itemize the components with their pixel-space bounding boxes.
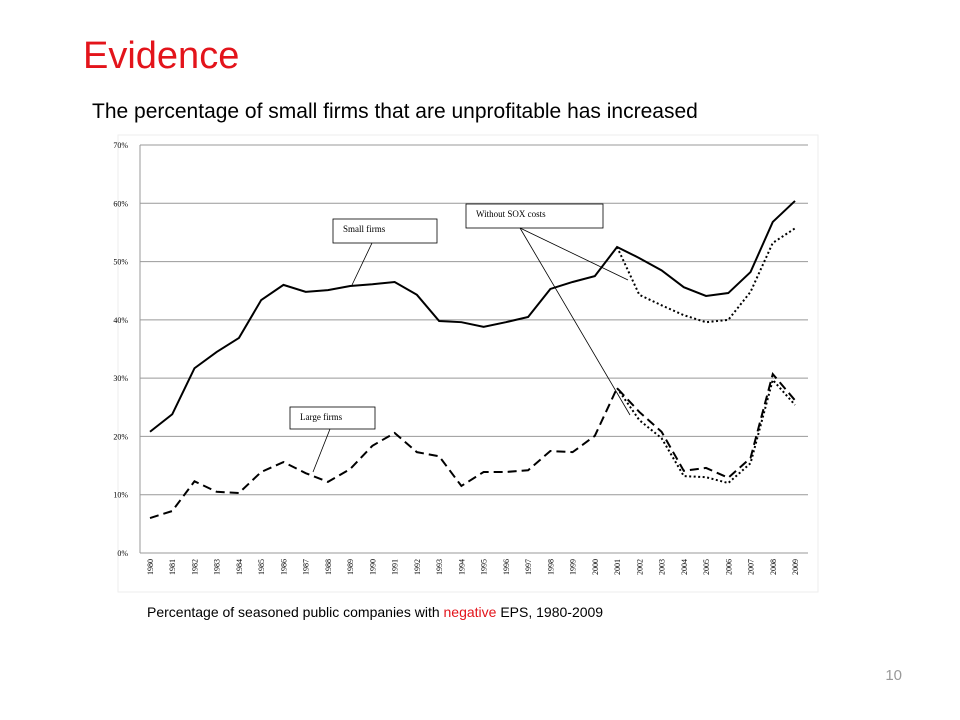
page-number: 10 xyxy=(885,667,902,684)
x-tick-label: 1991 xyxy=(391,559,400,575)
caption-part: Percentage of seasoned public companies … xyxy=(147,604,444,620)
x-tick-label: 2007 xyxy=(747,559,756,575)
x-tick-label: 2003 xyxy=(658,559,667,575)
x-tick-label: 1994 xyxy=(457,559,466,575)
y-tick-label: 30% xyxy=(113,374,128,383)
x-tick-label: 1987 xyxy=(302,559,311,575)
x-tick-label: 2002 xyxy=(635,559,644,575)
callout-box xyxy=(465,203,604,229)
x-tick-label: 2005 xyxy=(702,559,711,575)
x-tick-label: 1996 xyxy=(502,559,511,575)
x-tick-label: 2008 xyxy=(769,559,778,575)
x-tick-label: 1995 xyxy=(480,559,489,575)
x-tick-label: 2009 xyxy=(791,559,800,575)
x-tick-label: 1986 xyxy=(279,559,288,575)
y-tick-label: 60% xyxy=(113,199,128,208)
callout-arrow xyxy=(351,242,373,286)
y-tick-label: 40% xyxy=(113,316,128,325)
x-tick-label: 1993 xyxy=(435,559,444,575)
callout-label: Without SOX costs xyxy=(476,209,546,219)
x-tick-label: 1985 xyxy=(257,559,266,575)
x-tick-label: 1997 xyxy=(524,559,533,575)
callout-label: Large firms xyxy=(300,412,343,422)
caption-highlight: negative xyxy=(444,604,497,620)
x-tick-label: 2001 xyxy=(613,559,622,575)
callout-box xyxy=(289,406,376,430)
series-line xyxy=(149,200,796,433)
x-tick-label: 1999 xyxy=(569,559,578,575)
x-tick-label: 1988 xyxy=(324,559,333,575)
x-tick-label: 1982 xyxy=(190,559,199,575)
x-tick-label: 1984 xyxy=(235,559,244,575)
x-tick-label: 2006 xyxy=(724,559,733,575)
subtitle: The percentage of small firms that are u… xyxy=(92,100,698,123)
x-tick-label: 1980 xyxy=(146,559,155,575)
callout-arrow xyxy=(312,428,331,473)
series-line xyxy=(616,377,796,485)
x-tick-label: 1983 xyxy=(213,559,222,575)
callout-arrow xyxy=(519,227,629,281)
callout-box xyxy=(332,218,438,244)
x-tick-label: 2000 xyxy=(591,559,600,575)
y-tick-label: 10% xyxy=(113,491,128,500)
x-tick-label: 1981 xyxy=(168,559,177,575)
y-tick-label: 70% xyxy=(113,141,128,150)
x-tick-label: 1998 xyxy=(546,559,555,575)
slide-title: Evidence xyxy=(83,35,239,77)
y-tick-label: 20% xyxy=(113,432,128,441)
callout-arrow xyxy=(519,227,631,416)
x-tick-label: 1989 xyxy=(346,559,355,575)
y-tick-label: 50% xyxy=(113,258,128,267)
series-line xyxy=(149,371,796,519)
y-tick-label: 0% xyxy=(117,549,128,558)
callout-label: Small firms xyxy=(343,224,386,234)
x-tick-label: 1992 xyxy=(413,559,422,575)
caption-part: EPS, 1980-2009 xyxy=(496,604,603,620)
x-tick-label: 1990 xyxy=(368,559,377,575)
x-tick-label: 2004 xyxy=(680,559,689,575)
caption: Percentage of seasoned public companies … xyxy=(147,604,603,620)
